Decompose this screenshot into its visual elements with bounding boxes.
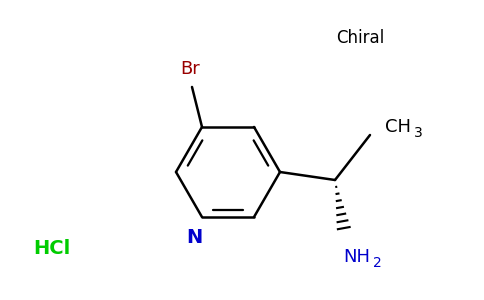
- Text: Chiral: Chiral: [336, 29, 384, 47]
- Text: Br: Br: [180, 60, 200, 78]
- Text: HCl: HCl: [33, 238, 71, 257]
- Text: NH: NH: [344, 248, 370, 266]
- Text: N: N: [186, 227, 202, 247]
- Text: 2: 2: [373, 256, 381, 270]
- Text: 3: 3: [414, 126, 423, 140]
- Text: CH: CH: [385, 118, 411, 136]
